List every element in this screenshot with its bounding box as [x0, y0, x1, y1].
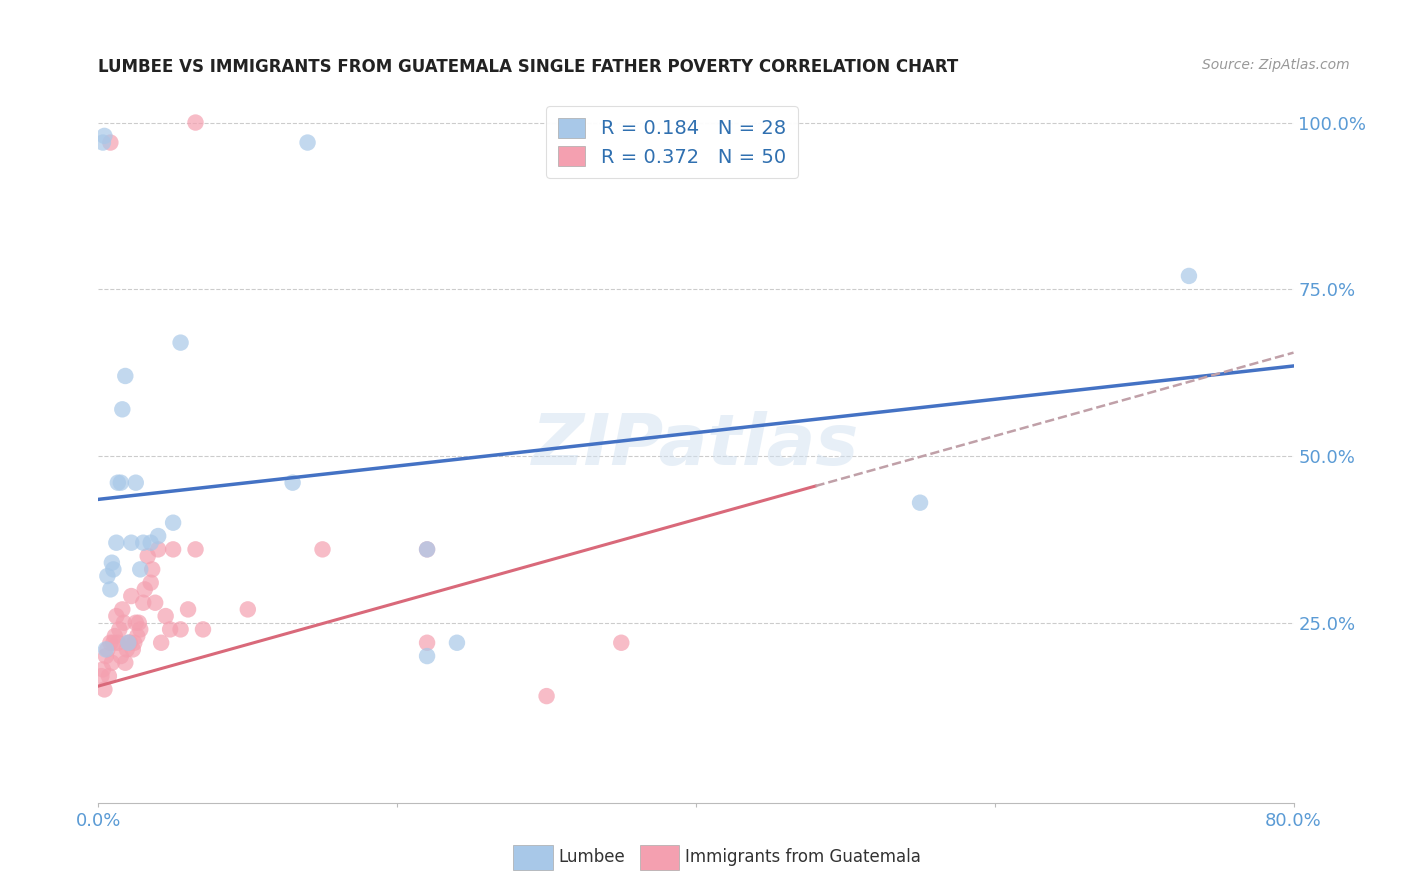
Point: [129, 562, 152, 576]
Point: [101, 656, 124, 670]
Point: [610, 636, 633, 650]
Point: [134, 582, 156, 597]
Text: ZIPatlas: ZIPatlas: [533, 411, 859, 481]
Point: [96, 569, 118, 583]
Point: [155, 609, 177, 624]
Text: Source: ZipAtlas.com: Source: ZipAtlas.com: [1202, 58, 1350, 72]
Point: [121, 642, 143, 657]
Point: [139, 535, 162, 549]
Point: [177, 602, 200, 616]
Point: [117, 636, 139, 650]
Point: [162, 542, 184, 557]
Point: [107, 475, 129, 490]
Point: [118, 636, 141, 650]
Point: [100, 636, 122, 650]
Point: [169, 335, 191, 350]
Point: [120, 589, 142, 603]
Point: [94, 649, 117, 664]
Point: [184, 115, 207, 129]
Point: [117, 636, 139, 650]
Point: [148, 529, 170, 543]
Point: [128, 615, 150, 630]
Point: [125, 475, 148, 490]
Point: [91, 136, 114, 150]
Point: [416, 649, 439, 664]
Point: [94, 642, 117, 657]
Point: [107, 636, 129, 650]
Point: [127, 629, 149, 643]
Text: Lumbee: Lumbee: [558, 848, 624, 866]
Point: [124, 636, 146, 650]
Point: [103, 636, 125, 650]
Point: [148, 542, 170, 557]
Point: [162, 516, 184, 530]
Point: [416, 636, 439, 650]
Point: [100, 582, 122, 597]
Point: [159, 623, 181, 637]
Point: [90, 669, 112, 683]
Point: [136, 549, 159, 563]
Point: [111, 602, 134, 616]
Point: [184, 542, 207, 557]
Point: [103, 562, 125, 576]
Legend: R = 0.184   N = 28, R = 0.372   N = 50: R = 0.184 N = 28, R = 0.372 N = 50: [547, 106, 797, 178]
Point: [97, 669, 120, 683]
Point: [446, 636, 468, 650]
Point: [297, 136, 319, 150]
Point: [150, 636, 173, 650]
Point: [104, 629, 127, 643]
Point: [169, 623, 191, 637]
Text: Immigrants from Guatemala: Immigrants from Guatemala: [685, 848, 921, 866]
Point: [108, 623, 131, 637]
Point: [114, 656, 136, 670]
Point: [129, 623, 152, 637]
Point: [93, 128, 115, 143]
Point: [132, 596, 155, 610]
Point: [105, 609, 128, 624]
Point: [908, 496, 931, 510]
Point: [281, 475, 304, 490]
Point: [143, 596, 166, 610]
Point: [311, 542, 333, 557]
Point: [110, 649, 132, 664]
Point: [101, 556, 124, 570]
Point: [91, 662, 114, 676]
Point: [100, 136, 122, 150]
Text: LUMBEE VS IMMIGRANTS FROM GUATEMALA SINGLE FATHER POVERTY CORRELATION CHART: LUMBEE VS IMMIGRANTS FROM GUATEMALA SING…: [98, 58, 959, 76]
Point: [110, 475, 132, 490]
Point: [536, 689, 558, 703]
Point: [416, 542, 439, 557]
Point: [105, 535, 128, 549]
Point: [416, 542, 439, 557]
Point: [96, 642, 118, 657]
Point: [115, 642, 138, 657]
Point: [111, 402, 134, 417]
Point: [114, 368, 136, 383]
Point: [132, 535, 155, 549]
Point: [120, 535, 142, 549]
Point: [93, 682, 115, 697]
Point: [236, 602, 259, 616]
Point: [125, 615, 148, 630]
Point: [112, 615, 135, 630]
Point: [139, 575, 162, 590]
Point: [191, 623, 214, 637]
Point: [1178, 268, 1201, 283]
Point: [141, 562, 163, 576]
